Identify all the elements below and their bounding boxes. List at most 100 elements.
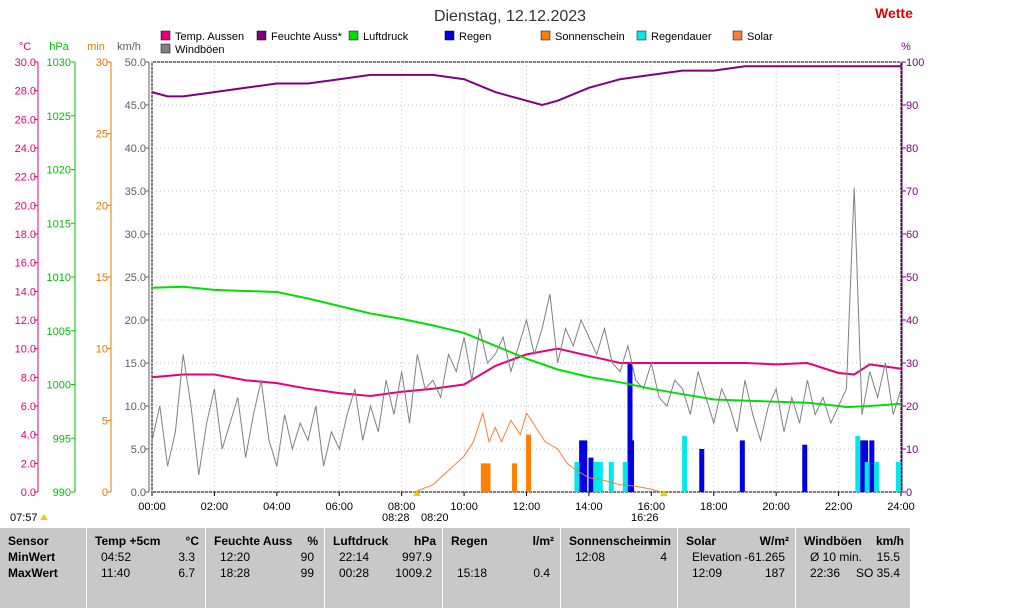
legend-label: Solar [747, 31, 773, 43]
temp-tick-label: 4.0 [21, 430, 36, 442]
chart-lines [151, 65, 902, 493]
wind-tick-label: 50.0 [125, 57, 146, 69]
stats-column: Temp +5cm °C 04:52 3.3 11:40 6.7 [86, 528, 205, 608]
sunset-icon [660, 490, 668, 496]
chart-legend: Temp. Aussen Feuchte Auss* Luftdruck Regen S… [160, 30, 773, 56]
stats-time: 15:18 [457, 566, 488, 580]
bar-regendauer [574, 461, 580, 492]
stats-column-header: Windböen [804, 534, 862, 548]
wind-tick-label: 45.0 [125, 100, 146, 112]
stats-time: 12:08 [575, 550, 606, 564]
series-line-temp-aussen [151, 347, 902, 398]
bar-regendauer [608, 461, 614, 492]
series-line-solar [414, 411, 661, 493]
stats-column-unit: hPa [413, 534, 436, 548]
sun-start2-label: 08:20 [421, 512, 449, 524]
sun-start-label: 08:28 [382, 512, 410, 524]
x-tick-label: 10:00 [450, 501, 478, 513]
temp-tick-label: 22.0 [15, 172, 36, 184]
bar-regen [588, 457, 594, 492]
legend-swatch [256, 30, 267, 41]
stats-column-header: Sensor [8, 534, 49, 548]
bar-regen [627, 363, 633, 492]
stats-value: 6.7 [178, 566, 195, 580]
pressure-tick-label: 1005 [47, 326, 71, 338]
stats-column: Windböen km/h Ø 10 min. 15.5 22:36 SO 35.4 [795, 528, 910, 608]
legend-swatch [540, 30, 551, 41]
stats-column-unit: °C [185, 534, 199, 548]
bar-sonnenschein [512, 463, 518, 492]
pressure-tick-label: 1000 [47, 380, 71, 392]
stats-column-unit: min [649, 534, 671, 548]
x-tick-label: 14:00 [575, 501, 603, 513]
stats-column: Regen l/m² 15:18 0.4 [442, 528, 560, 608]
humidity-tick-label: 70 [906, 186, 918, 198]
stats-time: 04:52 [101, 550, 132, 564]
temp-tick-label: 6.0 [21, 401, 36, 413]
sun-tick-label: 15 [96, 272, 108, 284]
chart-title: Dienstag, 12.12.2023 [434, 8, 586, 25]
temp-tick-label: 12.0 [15, 315, 36, 327]
humidity-tick-label: 0 [906, 487, 912, 499]
humidity-tick-label: 60 [906, 229, 918, 241]
bar-regen [869, 440, 875, 492]
sun-tick-label: 25 [96, 129, 108, 141]
legend-swatch [636, 30, 647, 41]
stats-column: Feuchte Auss% 12:20 90 18:28 99 [205, 528, 324, 608]
stats-value: 4 [660, 550, 667, 564]
pressure-tick-label: 1015 [47, 218, 71, 230]
stats-value: SO 35.4 [855, 566, 900, 580]
legend-swatch [160, 30, 171, 41]
wind-tick-label: 25.0 [125, 272, 146, 284]
humidity-tick-label: 50 [906, 272, 918, 284]
stats-time: 12:09 [692, 566, 723, 580]
humidity-tick-label: 40 [906, 315, 918, 327]
bar-regen [739, 440, 745, 492]
bar-sonnenschein [485, 463, 491, 492]
stats-column-header: Solar [686, 534, 717, 548]
x-tick-label: 06:00 [325, 501, 353, 513]
stats-value: 3.3 [178, 550, 195, 564]
stats-value: 0.4 [533, 566, 550, 580]
stats-time: 18:28 [220, 566, 251, 580]
stats-column-header: Regen [451, 534, 488, 548]
temp-tick-label: 2.0 [21, 458, 36, 470]
chart-axes: 0.0 2.0 4.0 6.0 8.0 10.0 12.0 14.0 16.0 18.0 20.0 2… [15, 41, 925, 513]
chart-markers: 07:57 08:28 08:20 16:26 [10, 490, 668, 524]
bar-regen [579, 440, 585, 492]
stats-column: Luftdruck hPa 22:14 997.9 00:28 1009.2 [324, 528, 442, 608]
wind-tick-label: 15.0 [125, 358, 146, 370]
bar-regen [699, 449, 705, 492]
bar-regendauer [622, 461, 628, 492]
wind-unit-label: km/h [117, 41, 141, 53]
bar-sonnenschein [526, 434, 532, 492]
temp-unit-label: °C [19, 41, 31, 53]
pressure-unit-label: hPa [49, 41, 69, 53]
sun-unit-label: min [87, 41, 105, 53]
wind-tick-label: 40.0 [125, 143, 146, 155]
humidity-unit-label: % [901, 41, 911, 53]
pressure-tick-label: 1030 [47, 57, 71, 69]
wind-tick-label: 20.0 [125, 315, 146, 327]
x-tick-label: 02:00 [201, 501, 229, 513]
x-tick-label: 08:00 [388, 501, 416, 513]
humidity-tick-label: 30 [906, 358, 918, 370]
stats-panel: Sensor MinWert MaxWert Temp +5cm °C 04:52 3.3 1… [0, 528, 910, 608]
bar-regendauer [874, 461, 880, 492]
x-tick-label: 16:00 [638, 501, 666, 513]
chart-grid [151, 61, 902, 493]
sun-tick-label: 30 [96, 57, 108, 69]
bar-regen [802, 444, 808, 492]
bar-regendauer [855, 436, 861, 492]
legend-label: Feuchte Auss* [271, 31, 343, 43]
series-line-luftdruck [151, 285, 902, 409]
temp-tick-label: 0.0 [21, 487, 36, 499]
x-tick-label: 12:00 [513, 501, 541, 513]
temp-tick-label: 28.0 [15, 86, 36, 98]
pressure-tick-label: 1010 [47, 272, 71, 284]
bar-regendauer [895, 461, 901, 492]
legend-swatch [732, 30, 743, 41]
x-tick-label: 20:00 [762, 501, 790, 513]
bar-regen [582, 440, 588, 492]
series-line-feuchte-auss- [151, 65, 901, 107]
